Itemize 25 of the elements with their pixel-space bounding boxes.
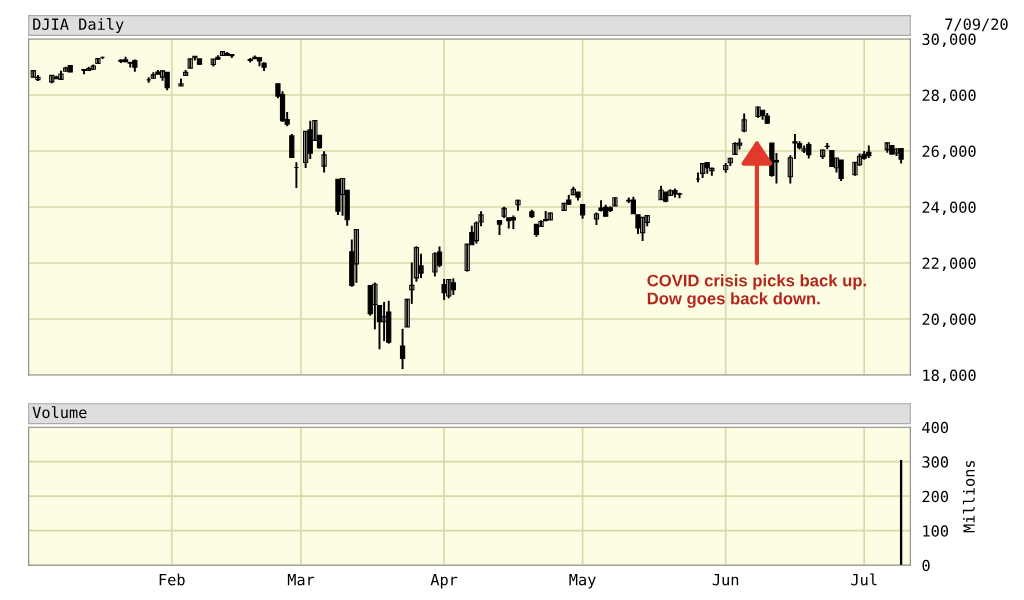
candlestick [676,191,683,200]
y-axis-title: Millions [962,460,975,533]
x-tick-label: Jun [712,574,739,586]
chart-title: Volume [32,406,87,419]
y-tick-label: 24,000 [922,201,976,215]
x-tick-label: Mar [287,574,315,586]
y-tick-label: 20,000 [922,313,976,327]
y-tick-label: 200 [922,490,949,503]
y-tick-label: 30,000 [922,33,976,47]
y-tick-label: 400 [922,421,949,434]
annotation: COVID crisis picks back up. Dow goes back down. [647,274,867,308]
y-tick-label: 22,000 [922,257,976,271]
y-tick-label: 0 [922,559,930,572]
candlestick [178,77,184,88]
y-tick-label: 28,000 [922,89,976,103]
text: 7/09/20 [945,18,1008,32]
y-tick-label: 300 [922,456,949,468]
y-tick-label: 100 [923,525,949,537]
x-tick-label: Apr [430,574,458,589]
y-tick-label: 18,000 [923,369,976,383]
chart-title: DJIA Daily [33,18,124,33]
y-tick-label: 26,000 [922,145,976,159]
x-tick-label: Feb [159,573,185,586]
x-tick-label: Jul [851,573,877,586]
x-tick-label: May [569,574,596,589]
